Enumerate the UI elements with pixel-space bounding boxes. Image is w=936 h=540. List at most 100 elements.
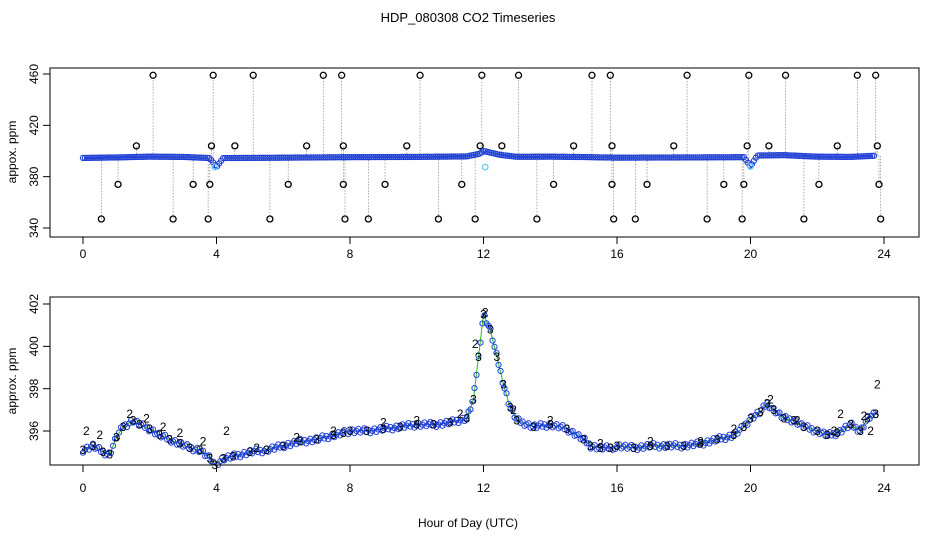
baseline-point [91, 154, 99, 161]
baseline-point [578, 153, 585, 161]
bottom-series-points: 3 3 3 333 3 3 3 3 3 3 3 333 3 3 3 3 3 3 3 3 3 3 3 3 3 3 3 3 33333333… [80, 305, 881, 471]
spike-point [458, 180, 466, 189]
series-point [487, 325, 494, 332]
baseline-point [564, 153, 571, 160]
baseline-point [324, 154, 331, 161]
baseline-point [786, 152, 794, 159]
series-a-marker: 3 [120, 420, 127, 434]
series-a-marker: 3 [106, 447, 113, 461]
baseline-point [352, 153, 359, 161]
baseline-point [149, 153, 157, 160]
baseline-point [258, 154, 265, 161]
series-point [830, 429, 837, 436]
flagged-point [481, 163, 489, 171]
baseline-point [724, 154, 731, 161]
baseline-point [818, 153, 826, 160]
baseline-point [548, 153, 555, 160]
series-point [477, 339, 484, 346]
baseline-point [770, 152, 778, 159]
series-point [279, 441, 286, 449]
baseline-point [83, 154, 91, 162]
series-point [449, 416, 456, 423]
spike-point [416, 71, 424, 79]
baseline-point [792, 152, 800, 159]
baseline-point [612, 154, 619, 161]
spike-point [606, 71, 614, 79]
baseline-point [244, 154, 251, 162]
baseline-point [167, 153, 175, 160]
baseline-point [648, 154, 655, 161]
spike-point [364, 215, 373, 223]
series-a-marker: 3 [480, 308, 487, 322]
baseline-point [868, 152, 876, 159]
baseline-point [262, 154, 269, 161]
baseline-point [290, 154, 297, 161]
series-b-marker: 2 [874, 377, 881, 391]
series-a-marker: 3 [764, 396, 771, 410]
baseline-point [416, 153, 423, 161]
series-point [109, 442, 117, 449]
series-a-marker: 3 [280, 439, 287, 453]
baseline-point [670, 154, 677, 161]
baseline-point [526, 153, 533, 160]
baseline-point [310, 154, 317, 161]
baseline-point [360, 153, 367, 161]
baseline-point [157, 153, 165, 160]
series-a-marker: 3 [597, 441, 604, 455]
baseline-point [660, 154, 667, 161]
baseline-point [384, 153, 391, 161]
series-point [868, 412, 875, 419]
series-a-marker: 3 [507, 401, 514, 415]
baseline-point [133, 153, 141, 161]
baseline-point [678, 154, 685, 161]
spike-point [745, 71, 753, 79]
baseline-point [408, 153, 415, 161]
spike-point [302, 142, 311, 150]
series-point [210, 458, 217, 465]
baseline-point [185, 154, 193, 161]
baseline-point [392, 153, 399, 161]
baseline-point [370, 153, 377, 161]
baseline-point [300, 154, 307, 161]
baseline-point [522, 153, 529, 160]
top-y-tick-label: 420 [27, 115, 41, 135]
baseline-point [420, 153, 427, 160]
baseline-point [193, 154, 201, 161]
spike-point [341, 215, 349, 223]
baseline-point [840, 153, 848, 161]
baseline-point [796, 152, 804, 159]
baseline-point [228, 154, 235, 162]
baseline-point [414, 153, 421, 161]
series-a-marker: 3 [647, 439, 654, 453]
baseline-point [294, 154, 301, 161]
baseline-point [856, 153, 864, 160]
series-point [726, 431, 733, 438]
flagged-point [211, 163, 219, 171]
baseline-point [242, 154, 249, 162]
baseline-point [380, 153, 387, 161]
baseline-point [123, 154, 131, 161]
baseline-point [298, 154, 305, 161]
top-drop-lines [101, 75, 882, 220]
baseline-point [460, 153, 467, 160]
baseline-point [248, 154, 255, 162]
series-point [798, 420, 805, 427]
baseline-point [790, 152, 798, 159]
spike-point [231, 142, 239, 150]
series-point [764, 399, 771, 406]
series-point [285, 439, 292, 447]
baseline-point [726, 154, 733, 161]
baseline-point [266, 154, 273, 161]
series-point [609, 446, 616, 453]
baseline-point [362, 153, 369, 161]
series-a-marker: 3 [470, 392, 477, 406]
baseline-point [562, 153, 569, 160]
baseline-point [328, 154, 335, 161]
baseline-point [560, 153, 567, 160]
baseline-point [161, 153, 169, 160]
spike-point [608, 142, 616, 150]
baseline-point [252, 154, 259, 162]
series-point [766, 405, 773, 412]
baseline-point [710, 154, 717, 161]
series-a-marker: 3 [487, 322, 494, 336]
